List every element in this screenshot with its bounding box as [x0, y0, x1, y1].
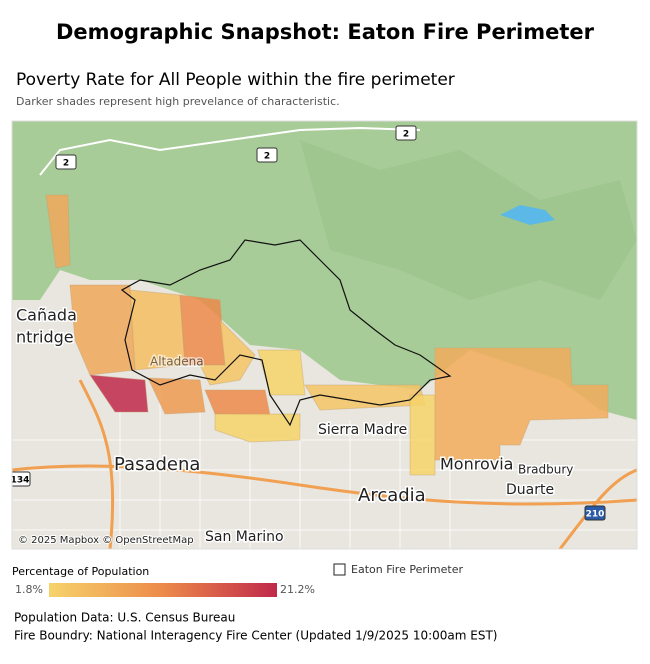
- streets: [12, 380, 637, 549]
- route-shield: [395, 125, 417, 141]
- route-number: 2: [63, 159, 69, 169]
- mountains-dark: [300, 140, 637, 300]
- place-label: Bradbury: [518, 463, 573, 477]
- footer-line: Fire Boundry: National Interagency Fire …: [14, 629, 497, 643]
- route-number: 210: [586, 510, 605, 520]
- note: Darker shades represent high prevelance …: [16, 95, 340, 108]
- route-number: 134: [11, 476, 30, 486]
- route-2: [39, 126, 421, 176]
- place-label: Monrovia: [440, 455, 513, 474]
- fire-perimeter: [120, 239, 452, 427]
- map-frame: [11, 120, 638, 550]
- legend-min: 1.8%: [15, 583, 43, 596]
- tracts: [45, 194, 609, 476]
- route-shield: [584, 505, 606, 521]
- legend-perimeter-swatch: [333, 563, 346, 576]
- legend-scale: [49, 583, 277, 597]
- footer-line: Population Data: U.S. Census Bureau: [14, 611, 235, 625]
- map: Cañada ntridge Altadena Sierra Madre Pasaden…: [11, 121, 637, 549]
- place-label: ntridge: [16, 328, 74, 347]
- route-number: 2: [403, 130, 409, 140]
- route-shield: [55, 154, 77, 170]
- route-shield: [12, 471, 31, 487]
- place-label: Sierra Madre: [318, 422, 407, 438]
- title: Demographic Snapshot: Eaton Fire Perimet…: [56, 20, 595, 44]
- legend-perimeter-label: Eaton Fire Perimeter: [351, 563, 463, 576]
- route-number: 2: [264, 152, 270, 162]
- place-label: Duarte: [506, 482, 554, 498]
- route-shield: [256, 147, 278, 163]
- attribution: © 2025 Mapbox © OpenStreetMap: [18, 535, 194, 546]
- place-label: San Marino: [205, 529, 284, 545]
- legend-title: Percentage of Population: [12, 565, 149, 578]
- legend-max: 21.2%: [280, 583, 315, 596]
- lake: [500, 205, 555, 225]
- place-label: Altadena: [150, 355, 204, 369]
- place-label: Arcadia: [358, 485, 426, 506]
- highways: [12, 379, 637, 549]
- place-label: Cañada: [16, 306, 77, 325]
- subtitle: Poverty Rate for All People within the f…: [16, 70, 455, 90]
- place-label: Pasadena: [114, 454, 200, 475]
